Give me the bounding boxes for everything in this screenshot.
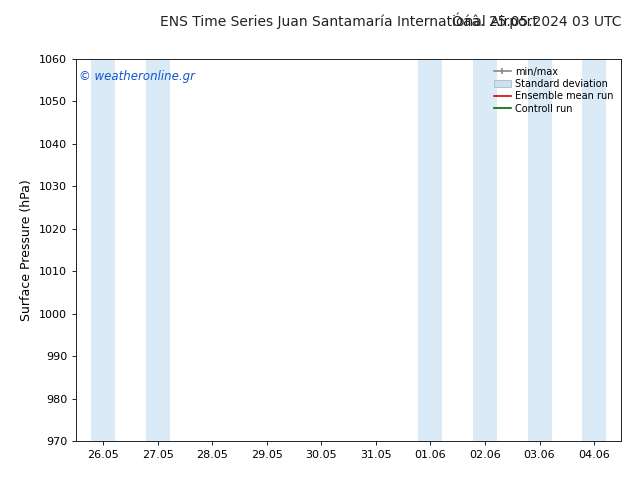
Bar xyxy=(418,59,443,441)
Y-axis label: Surface Pressure (hPa): Surface Pressure (hPa) xyxy=(20,179,34,321)
Bar xyxy=(91,59,115,441)
Bar xyxy=(527,59,552,441)
Legend: min/max, Standard deviation, Ensemble mean run, Controll run: min/max, Standard deviation, Ensemble me… xyxy=(491,64,616,117)
Bar xyxy=(146,59,170,441)
Text: Óáâ. 25.05.2024 03 UTC: Óáâ. 25.05.2024 03 UTC xyxy=(452,15,621,29)
Text: ENS Time Series Juan Santamaría International Airport: ENS Time Series Juan Santamaría Internat… xyxy=(160,15,538,29)
Bar xyxy=(473,59,497,441)
Bar xyxy=(582,59,606,441)
Text: © weatheronline.gr: © weatheronline.gr xyxy=(79,70,195,83)
